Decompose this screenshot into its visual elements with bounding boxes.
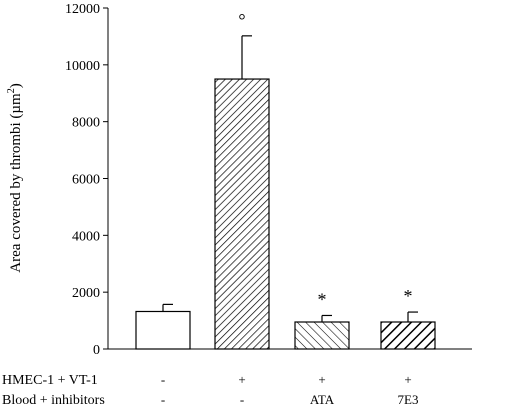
- condition-1-bar-2: ATA: [310, 392, 335, 406]
- y-axis-label-superscript: 2: [6, 88, 17, 93]
- condition-0-bar-0: -: [161, 372, 165, 387]
- y-axis-label: Area covered by thrombi (µm2): [6, 83, 24, 272]
- bars: ° * *: [135, 10, 436, 350]
- condition-0-bar-1: +: [238, 372, 245, 387]
- y-tick-label-2: 4000: [72, 229, 100, 244]
- y-tick-label-1: 2000: [72, 286, 100, 301]
- bar-1: [214, 78, 270, 350]
- bar-3: [380, 321, 436, 350]
- condition-table: HMEC-1 + VT-1 Blood + inhibitors - - + - + ATA +…: [2, 372, 418, 406]
- y-axis-label-group: Area covered by thrombi (µm2): [6, 83, 24, 272]
- significance-marker-2: *: [318, 289, 327, 309]
- significance-marker-3: *: [404, 286, 413, 306]
- bar-2: [294, 321, 350, 350]
- condition-0-bar-2: +: [318, 372, 325, 387]
- bar-0: [135, 310, 191, 350]
- y-tick-label-5: 10000: [65, 59, 100, 74]
- condition-row-label-0: HMEC-1 + VT-1: [2, 373, 98, 388]
- condition-row-label-1: Blood + inhibitors: [2, 393, 105, 406]
- y-axis-label-close: ): [8, 83, 24, 88]
- axes: 0 2000 4000 6000 8000 10000 12000: [65, 2, 472, 358]
- y-tick-label-0: 0: [93, 343, 100, 358]
- condition-1-bar-3: 7E3: [398, 392, 419, 406]
- y-tick-label-4: 8000: [72, 116, 100, 131]
- significance-marker-1: °: [238, 10, 245, 30]
- y-tick-label-3: 6000: [72, 173, 100, 188]
- condition-1-bar-0: -: [161, 392, 165, 406]
- y-tick-label-6: 12000: [65, 2, 100, 17]
- condition-1-bar-1: -: [240, 392, 244, 406]
- condition-0-bar-3: +: [404, 372, 411, 387]
